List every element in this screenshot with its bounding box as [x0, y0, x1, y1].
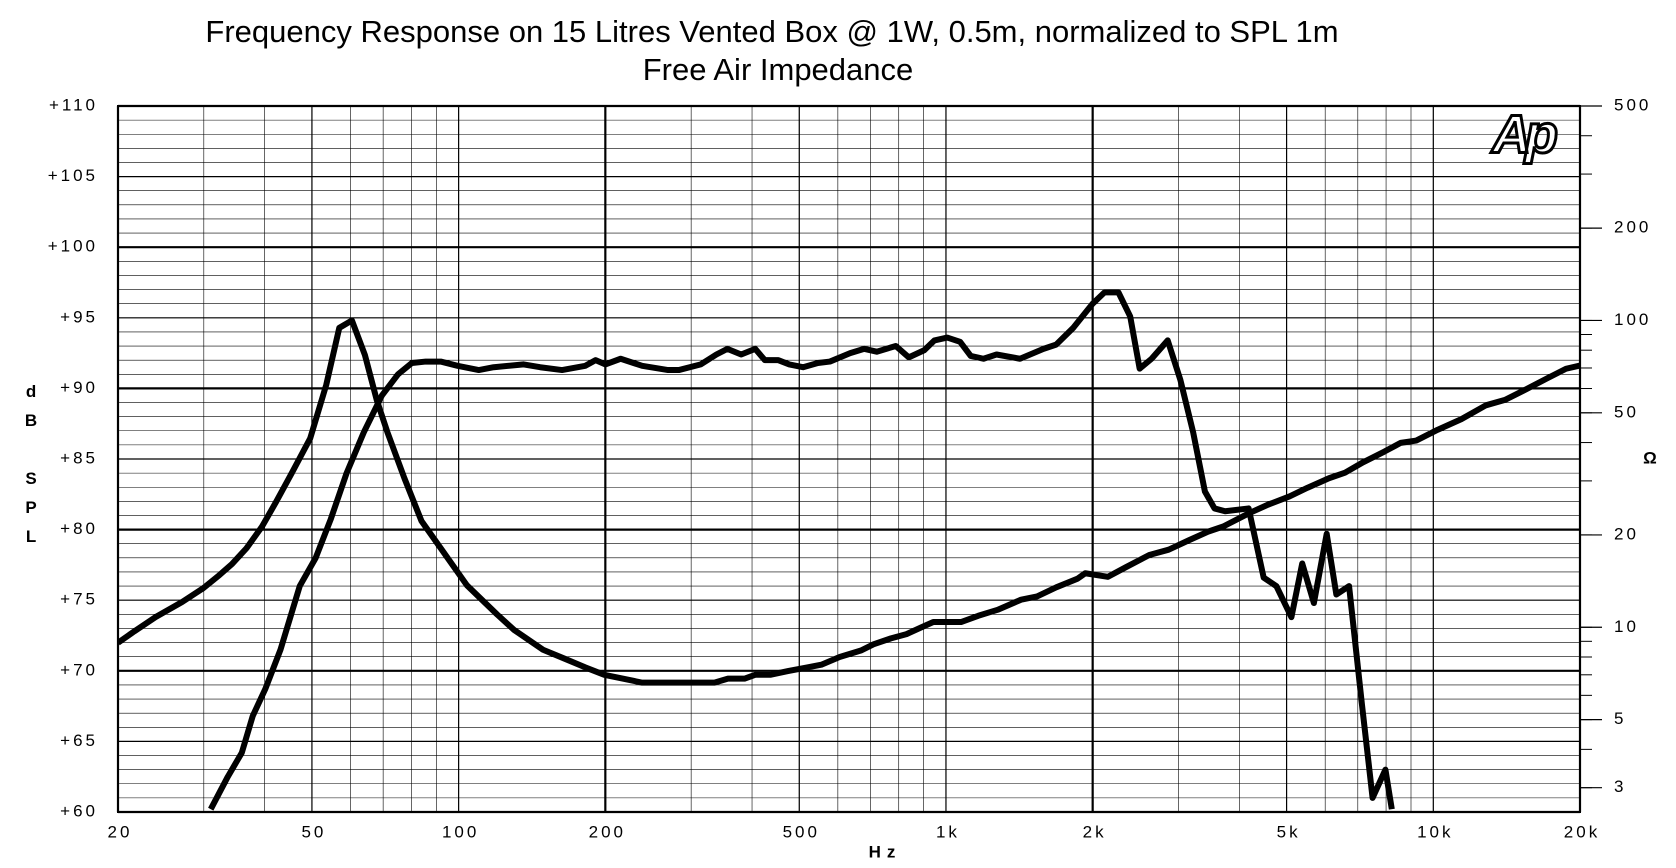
y2-tick-label: 200 [1614, 218, 1651, 237]
plot-frame [117, 105, 1581, 813]
y2-tick-label: 3 [1614, 777, 1626, 796]
y-axis-label: dB SPL [22, 382, 41, 556]
x-tick-label: 20 [108, 822, 133, 841]
y2-tick-label: 20 [1614, 524, 1639, 543]
x-tick-label: 100 [442, 822, 479, 841]
x-axis-label: Hz [869, 842, 902, 861]
y2-axis-label: Ω [1643, 448, 1663, 467]
x-tick-label: 500 [783, 822, 820, 841]
chart-title: Frequency Response on 15 Litres Vented B… [205, 14, 1338, 49]
x-tick-label: 20k [1564, 822, 1600, 841]
y-tick-label: +60 [60, 801, 98, 820]
y-tick-label: +90 [60, 378, 98, 397]
y2-tick-label: 5 [1614, 709, 1626, 728]
grid [116, 104, 1602, 814]
x-tick-label: 50 [301, 822, 326, 841]
series-line [118, 317, 1580, 686]
y-tick-label: +85 [60, 448, 98, 467]
plot-lines [118, 289, 1580, 811]
x-tick-label: 1k [936, 822, 960, 841]
y-tick-label: +105 [48, 166, 98, 185]
chart-subtitle: Free Air Impedance [643, 52, 914, 87]
y-tick-label: +80 [60, 519, 98, 538]
y2-tick-label: 50 [1614, 402, 1639, 421]
x-tick-label: 2k [1083, 822, 1107, 841]
series-line [208, 289, 1395, 811]
y-tick-label: +110 [49, 95, 98, 114]
y-tick-label: +65 [60, 731, 98, 750]
x-tick-label: 5k [1277, 822, 1301, 841]
y2-tick-label: 100 [1614, 310, 1651, 329]
y-tick-label: +75 [60, 590, 98, 609]
y-tick-label: +95 [60, 307, 98, 326]
y-tick-label: +100 [48, 237, 98, 256]
y2-tick-label: 500 [1614, 95, 1651, 114]
x-tick-label: 10k [1417, 822, 1453, 841]
x-tick-label: 200 [589, 822, 626, 841]
y-tick-label: +70 [60, 660, 98, 679]
y2-tick-label: 10 [1614, 617, 1639, 636]
logo: Ap [1490, 104, 1557, 164]
